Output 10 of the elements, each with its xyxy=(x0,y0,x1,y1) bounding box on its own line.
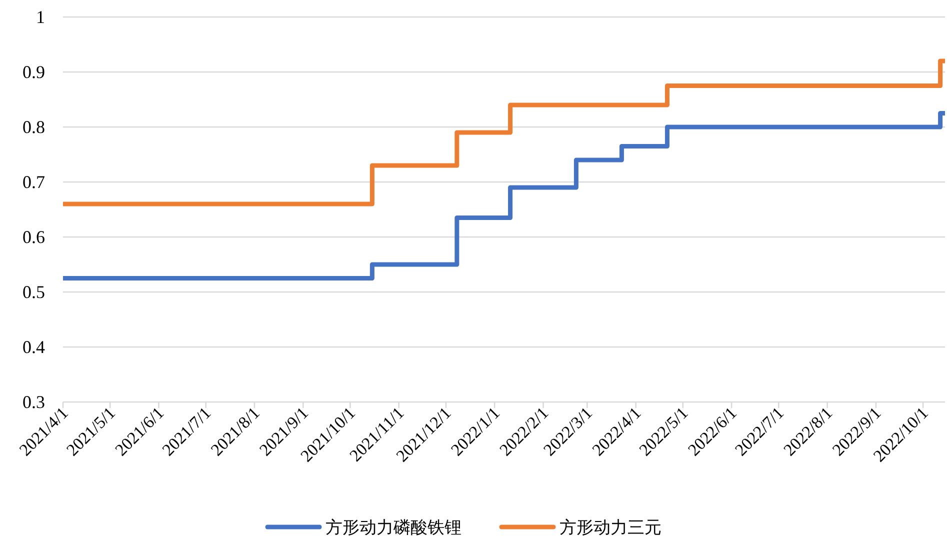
y-tick-label: 0.7 xyxy=(22,172,45,192)
legend-label: 方形动力磷酸铁锂 xyxy=(326,518,462,537)
y-tick-label: 0.6 xyxy=(22,227,45,247)
y-tick-label: 1 xyxy=(36,7,45,27)
y-tick-label: 0.8 xyxy=(22,117,45,137)
y-tick-label: 0.3 xyxy=(22,392,45,412)
legend-label: 方形动力三元 xyxy=(560,518,662,537)
y-tick-label: 0.5 xyxy=(22,282,45,302)
y-tick-label: 0.9 xyxy=(22,62,45,82)
y-tick-label: 0.4 xyxy=(22,337,45,357)
